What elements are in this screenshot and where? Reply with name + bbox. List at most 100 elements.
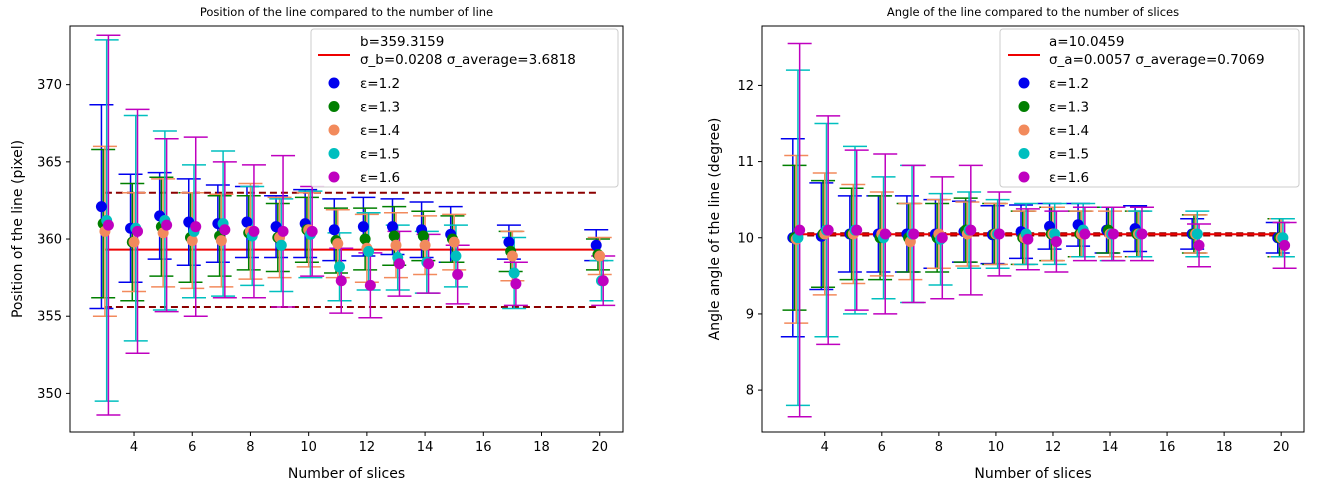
position-chart-series-5-point [306,225,318,237]
angle-chart-series-5-point [1050,236,1062,248]
angle-chart-y-tick-label: 12 [737,79,754,94]
position-chart-x-tick-label: 6 [188,440,196,455]
angle-chart-legend-marker [1018,148,1030,159]
position-chart-series-3-point [215,235,227,247]
position-chart-series-5-point [219,224,231,236]
position-chart-y-tick-label: 365 [37,155,62,170]
position-chart-legend-label: ε=1.3 [360,100,400,116]
position-chart-series-3-point [186,235,198,247]
position-chart-series-5-point [423,258,435,270]
angle-chart-y-tick-label: 8 [746,384,754,399]
position-chart-series-1-point [590,239,602,251]
angle-chart-legend-fit-label: a=10.0459 [1049,34,1124,50]
position-chart-series-1-point [386,221,398,233]
angle-chart-legend-label: ε=1.3 [1049,100,1089,116]
position-chart-series-5-point [161,219,173,231]
position-chart-panel: Position of the line compared to the num… [10,5,624,482]
angle-chart-data-layer [780,42,1297,418]
position-chart-x-tick-label: 20 [591,440,608,455]
position-chart-series-5-point [364,279,376,291]
angle-chart-x-tick-label: 14 [1102,440,1119,455]
angle-chart-series-5-point [908,228,920,240]
angle-chart-x-tick-label: 12 [1045,440,1062,455]
position-chart-series-5-point [132,225,144,237]
angle-chart-x-tick-label: 18 [1216,440,1233,455]
position-chart-legend-entries: ε=1.2 ε=1.3 ε=1.4 ε=1.5 ε=1.6 [328,76,400,186]
position-chart-series-1-point [357,221,369,233]
position-chart-series-5-point [597,275,609,287]
position-chart-series-4-point [275,239,287,251]
angle-chart-series-5-point [822,224,834,236]
angle-chart-series-5-point [965,224,977,236]
position-chart-series-3-point [448,236,460,248]
position-chart-series-2-point [388,230,400,242]
angle-chart-series-5-point [1136,228,1148,240]
position-chart-series-1-point [95,201,107,213]
position-chart-series-2-point [359,233,371,245]
position-chart-series-5-point [510,278,522,290]
position-chart-legend-marker [328,77,340,89]
angle-chart-series-5-point [851,224,863,236]
position-chart-series-3-point [128,236,140,248]
angle-chart-x-tick-label: 20 [1273,440,1290,455]
angle-chart-legend: a=10.0459 σ_a=0.0057 σ_average=0.7069 ε=… [999,28,1300,188]
position-chart-series-1-point [241,216,253,228]
angle-chart-series-5-point [1193,239,1205,251]
position-chart-series-5-point [277,225,289,237]
position-chart-series-4-point [334,261,346,273]
position-chart-y-tick-label: 350 [37,387,62,402]
position-chart-series-2-point [417,230,429,242]
position-chart-x-tick-label: 12 [359,440,376,455]
angle-chart-legend-entries: ε=1.2 ε=1.3 ε=1.4 ε=1.5 ε=1.6 [1018,76,1089,186]
angle-chart-series-5-point [1279,239,1291,251]
angle-chart-x-tick-label: 8 [935,440,943,455]
angle-chart-legend-box [999,28,1300,188]
position-chart-ticks: 4 6 8 10 12 14 16 18 20 350 355 360 365 370 [37,78,608,455]
angle-chart-x-tick-label: 10 [988,440,1005,455]
angle-chart-title: Angle of the line compared to the number… [887,5,1179,19]
position-chart-legend-fit-label: b=359.3159 [360,34,444,50]
angle-chart-y-tick-label: 11 [737,155,754,170]
position-chart-series-1-point [328,224,340,236]
position-chart-y-tick-label: 355 [37,310,62,325]
position-chart-frame [69,25,624,433]
angle-chart-y-tick-label: 9 [746,307,754,322]
position-chart-series-1-point [503,236,515,248]
angle-chart-series-5-point [993,228,1005,240]
position-chart-legend-label: ε=1.6 [360,170,400,186]
position-chart-series-3-point [332,238,344,250]
position-chart-series-4-point [363,245,375,257]
angle-chart-x-axis-label: Number of slices [974,466,1091,482]
angle-chart-legend-marker [1018,77,1030,89]
angle-chart-legend-label: ε=1.5 [1049,147,1089,163]
position-chart-data-layer [89,34,616,416]
position-chart-y-tick-label: 370 [37,78,62,93]
position-chart-x-tick-label: 10 [300,440,317,455]
position-chart-legend-marker [328,148,340,159]
angle-chart-series-4-point [1191,228,1203,240]
position-chart-series-5-point [393,258,405,270]
position-chart-title: Position of the line compared to the num… [200,5,493,19]
angle-chart-series-5-point [1079,228,1091,240]
angle-chart-legend-fit-stats: σ_a=0.0057 σ_average=0.7069 [1049,52,1265,68]
angle-chart-x-tick-label: 6 [878,440,886,455]
position-chart-y-tick-label: 360 [37,233,62,248]
position-chart-legend-fit-stats: σ_b=0.0208 σ_average=3.6818 [360,52,576,68]
position-chart-x-axis-label: Number of slices [288,466,405,482]
position-chart-series-5-point [190,221,202,233]
angle-chart-x-tick-label: 16 [1159,440,1176,455]
angle-chart-y-tick-label: 10 [737,231,754,246]
angle-chart-series-5-point [936,232,948,244]
position-chart-series-3-point [390,239,402,251]
position-chart-series-4-point [508,267,520,279]
angle-chart-series-5-point [879,228,891,240]
position-chart-x-tick-label: 16 [475,440,492,455]
angle-chart-x-tick-label: 4 [821,440,829,455]
angle-chart-series-5-point [1022,233,1034,245]
angle-chart-y-axis-label: Angle angle of the line (degree) [707,118,723,341]
position-chart-x-tick-label: 18 [533,440,550,455]
position-chart-x-tick-label: 8 [246,440,254,455]
position-chart-legend-label: ε=1.5 [360,147,400,163]
angle-chart-panel: Angle of the line compared to the number… [707,5,1305,482]
